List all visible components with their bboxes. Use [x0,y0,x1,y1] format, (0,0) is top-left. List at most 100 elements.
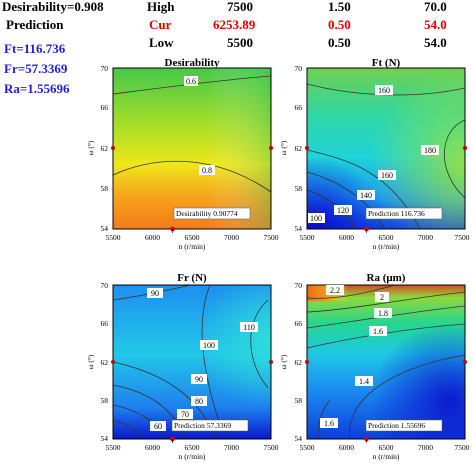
contour-label: 0.6 [186,77,196,86]
y-tick-label: 58 [295,184,303,193]
panel-ft: 160 180 160 140 120 100 Prediction 116.7… [279,57,470,251]
x-tick-label: 5500 [106,233,121,242]
fr-prediction: Fr=57.3369 [4,61,68,76]
y-tick-label: 54 [101,434,109,443]
y-tick-label: 66 [295,103,303,112]
y-tick-label: 66 [101,103,109,112]
chart-title: Fr (N) [177,272,207,284]
y-tick-label: 62 [101,358,109,367]
contour-label: 90 [195,375,203,384]
x-tick-label: 6000 [145,443,160,452]
y-tick-label: 54 [295,224,303,233]
y-tick-label: 58 [295,396,303,405]
x-tick-label: 7000 [418,443,433,452]
y-tick-label: 70 [101,281,109,290]
row-label-high: High [147,0,175,14]
annotation-box [171,419,249,432]
low-w-value: 54.0 [424,35,447,50]
factor-marker [463,146,467,150]
contour-label: 2.2 [330,286,340,295]
factor-marker [269,360,273,364]
x-tick-label: 6500 [379,443,394,452]
chart-title: Ra (μm) [367,272,406,284]
x-tick-label: 7500 [455,443,470,452]
annotation-box [173,207,251,220]
desirability-value: Desirability=0.908 [2,0,104,14]
contour-label: 110 [243,323,255,332]
fr-contour-line [112,404,166,440]
panel-fr: 90 110 100 90 80 70 60 Prediction 57.336… [86,272,279,461]
x-tick-label: 7500 [264,443,279,452]
x-tick-label: 7500 [264,233,279,242]
y-tick-label: 62 [295,144,303,153]
y-tick-label: 70 [295,64,303,73]
ft-prediction: Ft=116.736 [4,41,66,56]
ra-contour-line [306,284,396,299]
contour-label: 1.6 [324,419,334,428]
y-tick-label: 66 [101,319,109,328]
x-tick-label: 6500 [185,233,200,242]
annotation-box [365,207,443,220]
cur-w-value: 54.0 [424,17,447,32]
contour-label: 2 [380,293,384,302]
y-axis-label: ω (°) [86,140,95,155]
desirability-contour-line [112,160,272,193]
high-w-value: 70.0 [424,0,447,14]
y-axis-label: ω (°) [86,354,95,369]
annotation-text: Prediction 1.55696 [368,421,425,430]
x-tick-label: 6000 [339,443,354,452]
factor-marker [111,360,115,364]
ra-prediction: Ra=1.55696 [4,81,70,96]
factor-marker [111,146,115,150]
contour-label: 0.8 [202,166,212,175]
ft-contour-line [443,119,466,199]
x-axis-label: n (r/min) [179,242,206,251]
contour-label: 1.4 [359,377,369,386]
x-axis-label: n (r/min) [179,452,206,461]
x-tick-label: 6500 [185,443,200,452]
x-tick-label: 7500 [455,233,470,242]
contour-label: 90 [151,289,159,298]
x-tick-label: 7000 [224,233,239,242]
annotation-text: Desirability 0.90774 [176,209,238,218]
contour-label: 160 [378,86,390,95]
x-axis-label: n (r/min) [373,242,400,251]
y-tick-label: 54 [101,224,109,233]
y-tick-label: 62 [295,358,303,367]
contour-label: 1.8 [378,309,388,318]
cur-n-value: 6253.89 [213,17,256,32]
cur-f-value: 0.50 [328,17,351,32]
x-tick-label: 5500 [300,233,315,242]
contour-label: 140 [360,191,372,200]
contour-label: 70 [181,410,189,419]
x-tick-label: 6500 [379,233,394,242]
row-label-low: Low [149,35,174,50]
fr-contour-line [250,299,269,389]
row-label-cur: Cur [149,17,172,32]
x-tick-label: 7000 [224,443,239,452]
y-axis-label: ω (°) [279,354,288,369]
chart-title: Desirability [165,57,220,69]
ra-contour-line [349,354,466,440]
factor-marker [305,360,309,364]
x-tick-label: 6000 [339,233,354,242]
x-axis-label: n (r/min) [373,452,400,461]
ra-contour-line [306,291,466,313]
y-tick-label: 58 [101,396,109,405]
ft-contour-line [306,189,356,230]
y-tick-label: 66 [295,319,303,328]
contour-label: 60 [154,422,162,431]
panel-desirability: 0.6 0.8 Desirability 0.90774 Desirabilit… [86,57,279,251]
y-axis-label: ω (°) [279,140,288,155]
y-tick-label: 70 [295,281,303,290]
annotation-text: Prediction 57.3369 [174,421,231,430]
contour-label: 160 [381,171,393,180]
y-tick-label: 62 [101,144,109,153]
y-tick-label: 58 [101,184,109,193]
annotation-text: Prediction 116.736 [368,209,425,218]
high-n-value: 7500 [227,0,253,14]
fr-contour-line [112,419,144,440]
chart-title: Ft (N) [372,57,401,69]
contour-label: 100 [203,341,215,350]
